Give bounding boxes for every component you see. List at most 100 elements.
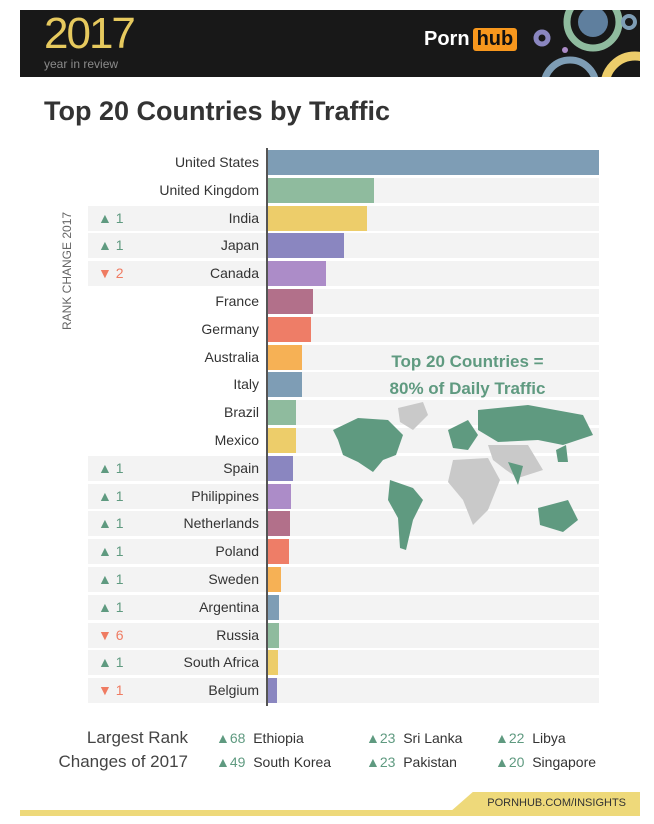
- bar: [268, 622, 279, 648]
- callout-line1: Top 20 Countries =: [391, 352, 544, 371]
- row-background: [88, 539, 599, 565]
- bar: [268, 428, 297, 453]
- bar: [268, 316, 312, 342]
- country-label: Netherlands: [183, 515, 260, 532]
- bar: [268, 567, 282, 592]
- bar-row: Netherlands ▲ 1: [88, 511, 599, 537]
- page-title: Top 20 Countries by Traffic: [44, 96, 391, 126]
- bar-row: France: [88, 289, 599, 314]
- rank-change-number: ▲49: [216, 754, 246, 770]
- y-axis-line: [266, 148, 268, 706]
- y-axis-label: RANK CHANGE 2017: [60, 211, 74, 330]
- rank-change: ▲ 1: [98, 487, 124, 504]
- country-label: Canada: [209, 265, 259, 282]
- bar: [268, 539, 289, 565]
- rank-change-item: ▲68 Ethiopia: [216, 730, 304, 746]
- row-background: [268, 289, 599, 314]
- country-label: United Kingdom: [159, 181, 259, 198]
- country-label: Japan: [220, 237, 259, 254]
- country-label: Belgium: [208, 682, 259, 699]
- country-label: France: [215, 293, 259, 309]
- bar: [268, 650, 278, 676]
- bar-row: Canada ▼ 2: [88, 261, 599, 287]
- rank-change-country: Ethiopia: [253, 730, 304, 746]
- rank-change-item: ▲49 South Korea: [216, 754, 331, 770]
- rank-change: ▲ 1: [98, 543, 124, 560]
- bar: [268, 205, 368, 231]
- row-background: [268, 344, 599, 370]
- row-background: [88, 594, 599, 620]
- row-background: [88, 567, 599, 592]
- bar: [268, 372, 303, 398]
- rank-change-item: ▲23 Pakistan: [366, 754, 457, 770]
- largest-label-line2: Changes of 2017: [58, 752, 189, 771]
- rank-change-number: ▲20: [495, 754, 525, 770]
- row-background: [88, 650, 599, 676]
- bar: [268, 400, 297, 426]
- bar-row: Belgium ▼ 1: [88, 678, 599, 704]
- bar-row: India ▲ 1: [88, 205, 599, 231]
- bar-row: United States: [88, 150, 599, 175]
- bar-row: Australia: [88, 344, 599, 370]
- logo-right: hub: [472, 28, 518, 51]
- country-label: Argentina: [199, 598, 259, 615]
- country-label: Italy: [233, 376, 259, 393]
- bar: [268, 289, 314, 314]
- bar-row: Poland ▲ 1: [88, 539, 599, 565]
- rank-change-number: ▲23: [366, 730, 396, 746]
- logo: Porn hub: [424, 28, 518, 51]
- header-banner: 2017 year in review Porn hub: [20, 10, 640, 77]
- rank-change: ▼ 1: [98, 682, 124, 699]
- bar: [268, 594, 279, 620]
- decorative-circles-icon: [533, 10, 640, 77]
- bar: [268, 344, 303, 370]
- footer-link[interactable]: PORNHUB.COM/INSIGHTS: [450, 792, 640, 812]
- year-title: 2017: [44, 10, 136, 58]
- row-background: [88, 483, 599, 509]
- year-subtitle: year in review: [44, 57, 119, 71]
- row-background: [88, 678, 599, 704]
- country-label: Russia: [216, 626, 259, 643]
- bar-row: Japan ▲ 1: [88, 233, 599, 259]
- rank-change-country: Libya: [532, 730, 566, 746]
- bar-row: Argentina ▲ 1: [88, 594, 599, 620]
- country-label: South Africa: [183, 654, 260, 671]
- bar: [268, 177, 374, 203]
- country-label: United States: [174, 154, 259, 170]
- rank-change: ▲ 1: [98, 237, 124, 254]
- world-map-icon: [333, 402, 593, 550]
- bar-row: Italy: [88, 372, 599, 398]
- bar-row: United Kingdom: [88, 177, 599, 203]
- rank-change-country: Sri Lanka: [403, 730, 463, 746]
- rank-change-country: Singapore: [532, 754, 597, 770]
- rank-change: ▲ 1: [98, 515, 124, 532]
- rank-change-country: South Korea: [253, 754, 332, 770]
- bar-row: Philippines ▲ 1: [88, 483, 599, 509]
- bar: [268, 150, 599, 175]
- bar-row: South Africa ▲ 1: [88, 650, 599, 676]
- rank-change-number: ▲68: [216, 730, 246, 746]
- rank-change-number: ▲22: [495, 730, 525, 746]
- callout-line2: 80% of Daily Traffic: [389, 379, 546, 398]
- largest-rank-label: Largest Rank Changes of 2017: [46, 726, 189, 774]
- country-label: Poland: [215, 543, 259, 560]
- rank-change-country: Pakistan: [403, 754, 457, 770]
- country-label: Brazil: [223, 404, 259, 421]
- rank-change-item: ▲23 Sri Lanka: [366, 730, 462, 746]
- row-background: [88, 511, 599, 537]
- bar: [268, 455, 293, 481]
- bar: [268, 678, 277, 704]
- rank-change-item: ▲20 Singapore: [495, 754, 596, 770]
- bar-row: Germany: [88, 316, 599, 342]
- rank-change: ▲ 1: [98, 654, 124, 671]
- rank-change-number: ▲23: [366, 754, 396, 770]
- bar: [268, 261, 326, 287]
- largest-label-line1: Largest Rank: [86, 728, 188, 747]
- row-background: [268, 316, 599, 342]
- rank-change: ▲ 1: [98, 598, 124, 615]
- bar-row: Russia ▼ 6: [88, 622, 599, 648]
- bar: [268, 483, 292, 509]
- row-background: [88, 261, 599, 287]
- footer-bar: [20, 810, 640, 816]
- row-background: [268, 372, 599, 398]
